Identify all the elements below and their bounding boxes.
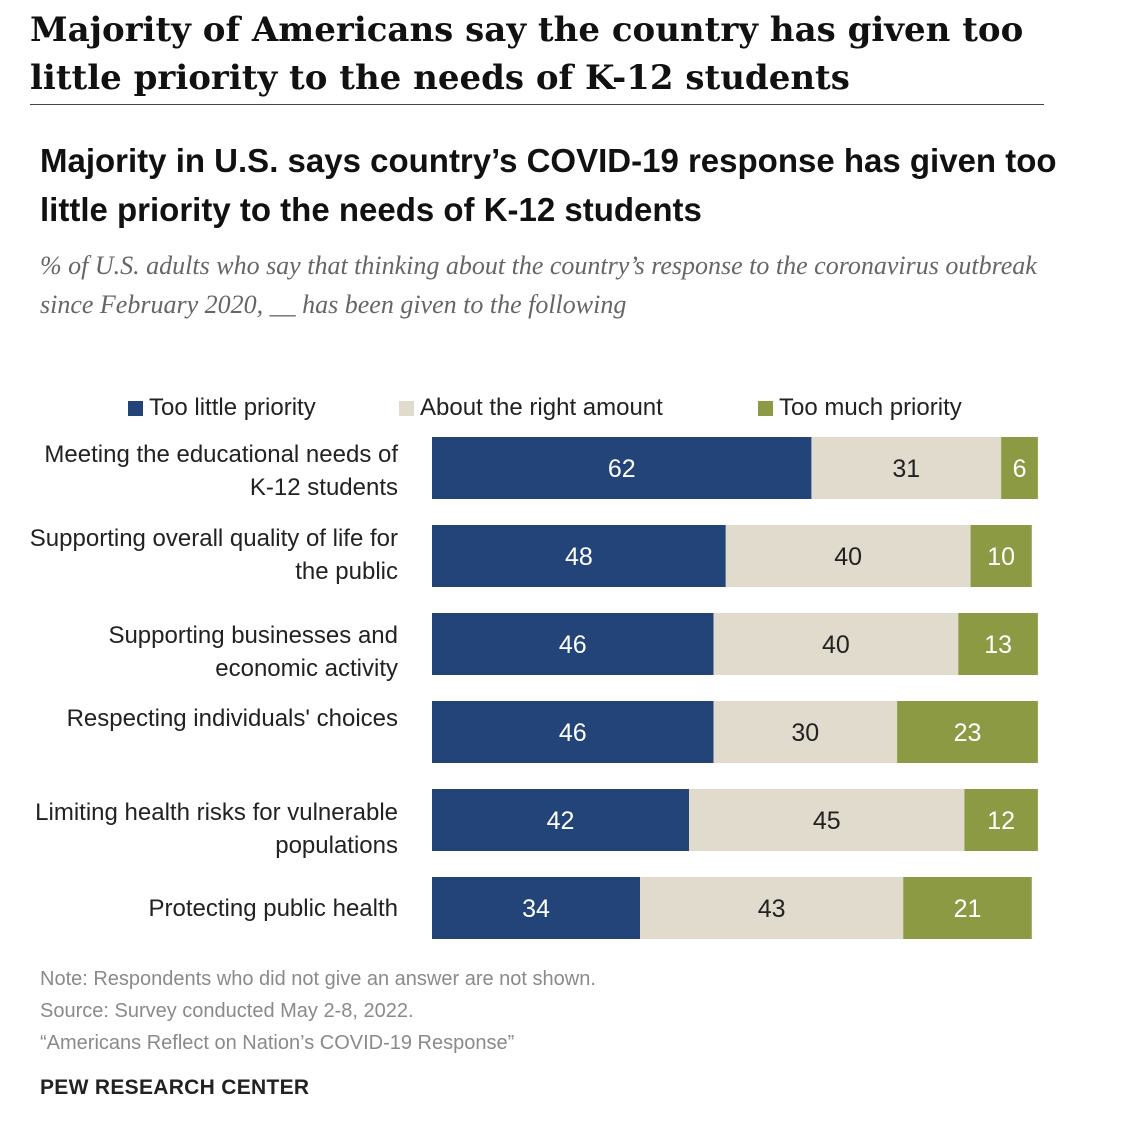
- bar-segment-about-right: [725, 525, 971, 587]
- bar-value-label: 43: [758, 895, 786, 923]
- category-label: Protecting public health: [148, 895, 399, 922]
- bar-value-label: 40: [822, 631, 850, 659]
- bar-segment-too-much: [1001, 437, 1038, 499]
- bar-segment-about-right: [811, 437, 1002, 499]
- bar-segment-too-little: [432, 701, 714, 763]
- legend-swatch-about-right: [399, 401, 414, 416]
- legend-swatch-too-much: [758, 401, 773, 416]
- category-label: Respecting individuals' choices: [66, 705, 398, 732]
- legend-item-about-right: About the right amount: [399, 392, 663, 424]
- bar-value-label: 62: [608, 455, 636, 483]
- bar-segment-too-much: [903, 877, 1032, 939]
- legend-item-too-much: Too much priority: [758, 392, 962, 424]
- bar-value-label: 31: [892, 455, 920, 483]
- bar-value-label: 6: [1013, 455, 1027, 483]
- chart-subtitle: % of U.S. adults who say that thinking a…: [40, 251, 1037, 319]
- bar-value-label: 21: [954, 895, 982, 923]
- bar-segment-too-little: [432, 789, 690, 851]
- bar-segment-too-little: [432, 525, 726, 587]
- legend-label-too-little: Too little priority: [149, 394, 316, 421]
- bar-value-label: 30: [791, 719, 819, 747]
- legend-label-too-much: Too much priority: [779, 394, 962, 421]
- bar-segment-about-right: [713, 613, 959, 675]
- bar-segment-too-little: [432, 613, 714, 675]
- legend-label-about-right: About the right amount: [420, 394, 663, 421]
- bar-value-label: 42: [547, 807, 575, 835]
- bar-segment-too-much: [964, 789, 1038, 851]
- legend-item-too-little: Too little priority: [128, 392, 316, 424]
- bar-segment-too-little: [432, 437, 812, 499]
- bar-segment-about-right: [713, 701, 898, 763]
- bar-value-label: 10: [987, 543, 1015, 571]
- bar-segment-about-right: [640, 877, 904, 939]
- category-label: Supporting overall quality of life for t…: [29, 525, 398, 585]
- bar-value-label: 34: [522, 895, 550, 923]
- bar-segment-too-much: [958, 613, 1038, 675]
- bar-segment-too-little: [432, 877, 641, 939]
- bar-value-label: 46: [559, 631, 587, 659]
- chart-note: Note: Respondents who did not give an an…: [40, 968, 596, 990]
- bar-value-label: 40: [834, 543, 862, 571]
- category-label: Limiting health risks for vulnerable pop…: [35, 799, 398, 859]
- page-headline: Majority of Americans say the country ha…: [30, 10, 1024, 98]
- headline-divider: [30, 104, 1044, 105]
- bar-value-label: 48: [565, 543, 593, 571]
- bar-segment-too-much: [897, 701, 1038, 763]
- chart-title: Majority in U.S. says country’s COVID-19…: [40, 142, 1057, 228]
- report-title: “Americans Reflect on Nation’s COVID-19 …: [40, 1032, 515, 1054]
- chart-legend: Too little priority About the right amou…: [0, 392, 1132, 424]
- bar-value-label: 23: [954, 719, 982, 747]
- legend-swatch-too-little: [128, 401, 143, 416]
- category-label: Supporting businesses and economic activ…: [108, 622, 398, 682]
- chart-source: Source: Survey conducted May 2-8, 2022.: [40, 1000, 414, 1022]
- bar-segment-too-much: [970, 525, 1032, 587]
- bar-value-label: 46: [559, 719, 587, 747]
- bar-segment-about-right: [689, 789, 965, 851]
- bar-value-label: 12: [987, 807, 1015, 835]
- brand-logo-text: PEW RESEARCH CENTER: [40, 1076, 310, 1099]
- category-label: Meeting the educational needs of K-12 st…: [44, 441, 398, 501]
- bar-value-label: 45: [813, 807, 841, 835]
- bar-value-label: 13: [984, 631, 1012, 659]
